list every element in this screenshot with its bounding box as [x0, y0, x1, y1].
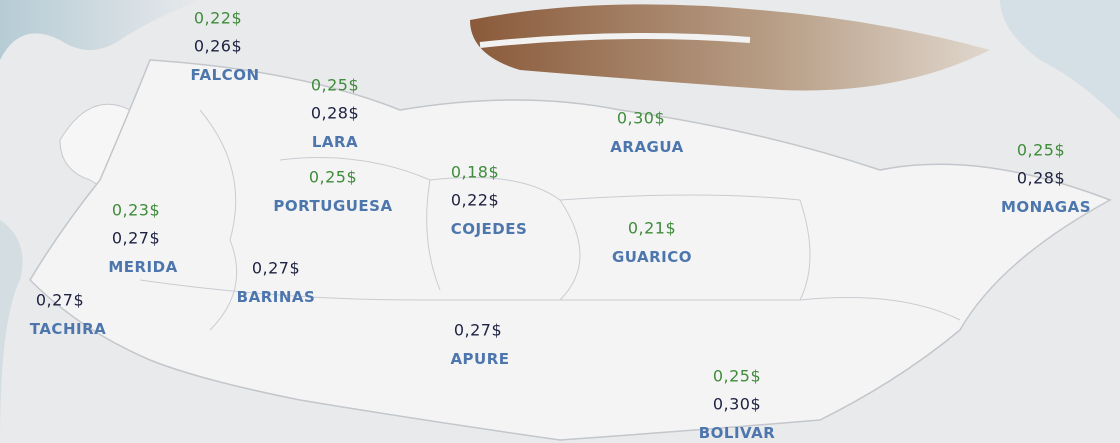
price-label: 0,18$	[450, 162, 500, 182]
region-name: LARA	[311, 133, 359, 151]
region-name: APURE	[450, 350, 510, 368]
region-name: PORTUGUESA	[273, 197, 393, 215]
price-label: 0,22$	[450, 190, 500, 210]
region-name: BOLIVAR	[698, 424, 776, 442]
region-name: MONAGAS	[1000, 198, 1092, 216]
region-name: FALCON	[190, 66, 260, 84]
price-label: 0,25$	[1016, 140, 1066, 160]
price-label: 0,22$	[193, 8, 243, 28]
region-name: COJEDES	[450, 220, 528, 238]
price-label: 0,28$	[1016, 168, 1066, 188]
price-label: 0,21$	[627, 218, 677, 238]
price-label: 0,25$	[308, 167, 358, 187]
price-label: 0,30$	[712, 394, 762, 414]
region-name: ARAGUA	[610, 138, 684, 156]
region-name: BARINAS	[236, 288, 316, 306]
price-label: 0,26$	[193, 36, 243, 56]
region-name: TACHIRA	[29, 320, 107, 338]
price-label: 0,23$	[111, 200, 161, 220]
price-label: 0,27$	[251, 258, 301, 278]
price-label: 0,27$	[35, 290, 85, 310]
price-label: 0,30$	[616, 108, 666, 128]
region-name: MERIDA	[108, 258, 178, 276]
price-label: 0,25$	[712, 366, 762, 386]
region-name: GUARICO	[611, 248, 693, 266]
price-label: 0,25$	[310, 75, 360, 95]
price-label: 0,27$	[453, 320, 503, 340]
price-label: 0,28$	[310, 103, 360, 123]
price-label: 0,27$	[111, 228, 161, 248]
